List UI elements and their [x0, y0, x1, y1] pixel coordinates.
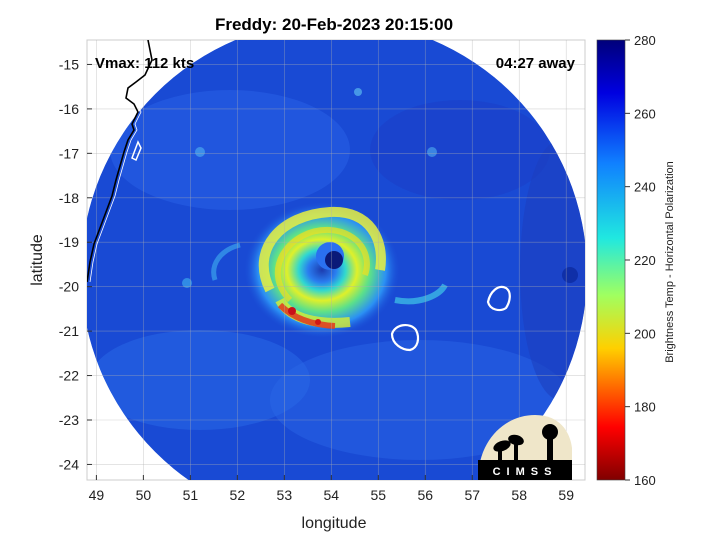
- colorbar-tick-label: 160: [634, 473, 656, 488]
- storm-eye: [325, 251, 343, 269]
- y-tick-label: -15: [59, 56, 79, 72]
- y-tick-label: -19: [59, 234, 79, 250]
- y-axis-label: latitude: [29, 234, 46, 286]
- cimss-logo-text: CIMSS: [493, 466, 558, 478]
- x-tick-label: 53: [277, 487, 293, 503]
- colorbar-label: Brightness Temp - Horizontal Polarizatio…: [664, 161, 676, 363]
- reunion-island: [390, 324, 420, 352]
- x-tick-label: 52: [230, 487, 246, 503]
- x-tick-label: 56: [417, 487, 433, 503]
- x-tick-label: 58: [511, 487, 527, 503]
- x-tick-label: 57: [464, 487, 480, 503]
- x-tick-label: 49: [89, 487, 105, 503]
- mauritius-island: [486, 285, 511, 312]
- colorbar: [596, 39, 626, 481]
- chart-title: Freddy: 20-Feb-2023 20:15:00: [215, 15, 453, 34]
- madagascar-coastline: [87, 40, 153, 283]
- cimss-logo: CIMSS: [478, 415, 572, 480]
- ile-sainte-marie: [131, 140, 142, 162]
- colorbar-ticks: 280 260 240 220 200 180 160: [625, 33, 656, 488]
- colorbar-tick-label: 200: [634, 326, 656, 341]
- x-tick-label: 51: [183, 487, 199, 503]
- grid-lines: [87, 40, 585, 480]
- x-tick-label: 50: [136, 487, 152, 503]
- x-axis-label: longitude: [302, 515, 367, 532]
- colorbar-tick-label: 180: [634, 400, 656, 415]
- y-tick-label: -23: [59, 412, 79, 428]
- x-tick-label: 55: [370, 487, 386, 503]
- swath-layer: [87, 40, 585, 480]
- colorbar-tick-label: 260: [634, 106, 656, 121]
- x-axis-ticks: 49 50 51 52 53 54 55 56 57 58 59: [89, 475, 574, 503]
- x-tick-label: 59: [558, 487, 574, 503]
- y-tick-label: -20: [59, 279, 79, 295]
- colorbar-tick-label: 240: [634, 180, 656, 195]
- y-tick-label: -17: [59, 145, 79, 161]
- colorbar-tick-label: 280: [634, 33, 656, 48]
- x-tick-label: 54: [324, 487, 340, 503]
- y-tick-label: -16: [59, 101, 79, 117]
- colorbar-tick-label: 220: [634, 253, 656, 268]
- y-tick-label: -24: [59, 456, 79, 472]
- y-tick-label: -18: [59, 190, 79, 206]
- time-away-label: 04:27 away: [496, 55, 576, 72]
- vmax-label: Vmax: 112 kts: [95, 55, 194, 72]
- y-axis-ticks: -15 -16 -17 -18 -19 -20 -21 -22 -23 -24: [59, 56, 92, 472]
- y-tick-label: -22: [59, 368, 79, 384]
- y-tick-label: -21: [59, 323, 79, 339]
